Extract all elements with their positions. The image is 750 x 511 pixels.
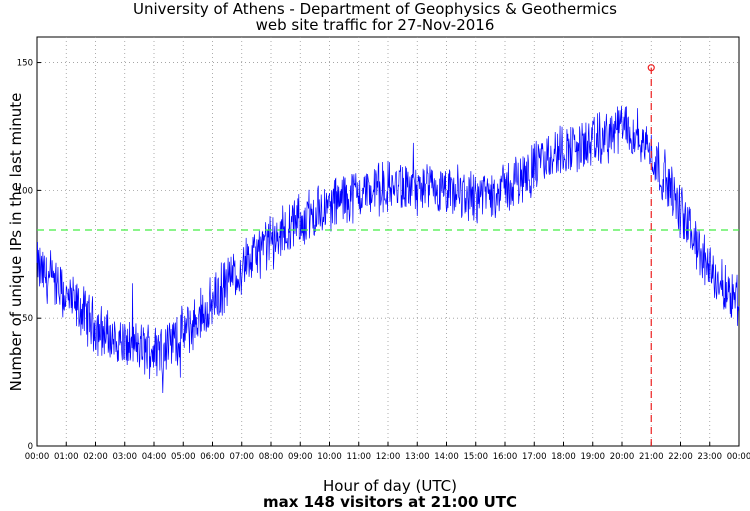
y-tick-label: 0 [28,442,33,452]
x-tick-label: 09:00 [288,452,313,462]
x-tick-label: 04:00 [142,452,167,462]
x-tick-label: 21:00 [639,452,664,462]
x-tick-label: 16:00 [493,452,518,462]
x-tick-label: 05:00 [171,452,196,462]
x-tick-label: 03:00 [113,452,138,462]
x-tick-label: 12:00 [376,452,401,462]
y-tick-label: 100 [17,186,33,196]
x-tick-label: 14:00 [434,452,459,462]
grid [37,37,739,446]
x-tick-label: 11:00 [347,452,372,462]
max-marker-point [647,64,655,72]
axis-ticks: 00:00 01:00 02:00 03:00 04:00 05:00 06:00 07:00… [17,59,750,462]
x-tick-label: 00:00 [727,452,750,462]
x-tick-label: 07:00 [230,452,255,462]
x-tick-label: 22:00 [668,452,693,462]
x-tick-label: 01:00 [54,452,79,462]
x-tick-label: 06:00 [200,452,225,462]
x-tick-label: 18:00 [551,452,576,462]
chart-subtitle: web site traffic for 27-Nov-2016 [255,16,495,34]
y-tick-label: 150 [17,59,33,69]
annotations [37,64,739,446]
y-axis-label: Number of unique IPs in the last minute [7,92,25,392]
x-tick-label: 08:00 [259,452,284,462]
traffic-line [36,106,740,393]
x-tick-label: 23:00 [698,452,723,462]
x-tick-label: 02:00 [83,452,108,462]
max-visitors-note: max 148 visitors at 21:00 UTC [262,493,518,511]
x-tick-label: 15:00 [464,452,489,462]
series-layer [36,106,740,393]
y-tick-label: 50 [22,314,33,324]
x-axis-label: Hour of day (UTC) [323,477,457,495]
chart-title: University of Athens - Department of Geo… [133,0,617,18]
x-tick-label: 19:00 [581,452,606,462]
x-tick-label: 00:00 [25,452,50,462]
x-tick-label: 13:00 [405,452,430,462]
x-tick-label: 17:00 [522,452,547,462]
x-tick-label: 20:00 [610,452,635,462]
x-tick-label: 10:00 [317,452,342,462]
